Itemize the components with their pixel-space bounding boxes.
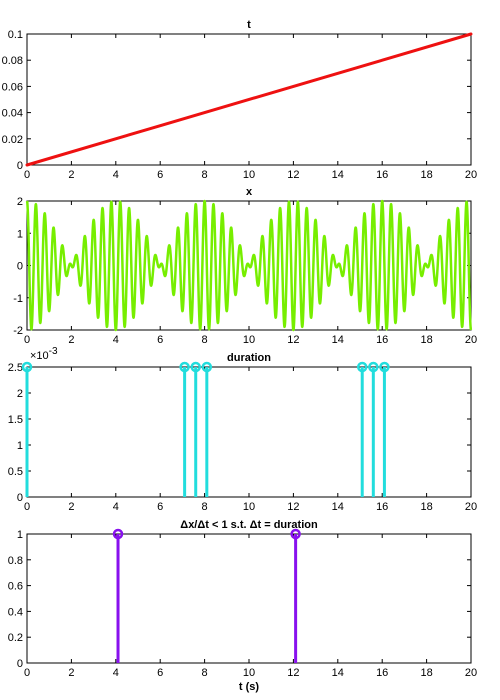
subplot-title: t <box>247 19 251 31</box>
x-tick-label: 0 <box>24 334 30 346</box>
x-tick-label: 12 <box>287 501 299 513</box>
y-tick-label: 0.8 <box>8 555 23 567</box>
x-tick-label: 4 <box>113 667 119 679</box>
x-tick-label: 16 <box>376 501 388 513</box>
y-tick-label: 0.06 <box>2 81 23 93</box>
x-tick-label: 8 <box>202 169 208 181</box>
subplot-1: 0 2 4 6 8 10 12 14 16 18 20 0 0.02 0.04 0.06 0.08 0.1 t <box>2 19 478 181</box>
x-tick-label: 0 <box>24 667 30 679</box>
x-tick-label: 18 <box>420 334 432 346</box>
y-exponent-label: ×10-3 <box>30 346 58 362</box>
y-tick-label: 1 <box>17 228 23 240</box>
y-tick-label: 0.08 <box>2 55 23 67</box>
x-tick-label: 10 <box>243 667 255 679</box>
x-tick-label: 10 <box>243 501 255 513</box>
stem-marker <box>190 361 201 373</box>
y-tick-label: 2 <box>17 196 23 208</box>
stem-marker <box>21 361 33 373</box>
x-tick-label: 4 <box>113 334 119 346</box>
y-tick-label: 0.6 <box>8 581 23 593</box>
stem-marker <box>356 361 368 373</box>
y-tick-label: 0.02 <box>2 134 23 146</box>
x-tick-label: 10 <box>243 169 255 181</box>
stem-marker <box>290 528 301 540</box>
x-tick-label: 2 <box>68 667 74 679</box>
x-tick-label: 8 <box>202 501 208 513</box>
subplot-3: 0 2 4 6 8 10 12 14 16 18 20 0 0.5 1 1.5 2 2.5 ×10-3 durati… <box>8 346 477 513</box>
y-tick-label: 0 <box>17 261 23 273</box>
x-tick-label: 20 <box>465 667 477 679</box>
x-tick-label: 16 <box>376 334 388 346</box>
x-tick-label: 2 <box>68 169 74 181</box>
x-tick-label: 18 <box>420 667 432 679</box>
axes-box <box>26 533 472 664</box>
y-tick-label: 0.1 <box>8 29 23 41</box>
y-tick-label: -2 <box>13 325 23 337</box>
y-tick-label: 2.5 <box>8 362 23 374</box>
y-tick-label: 0.2 <box>8 632 23 644</box>
subplot-title: duration <box>227 352 271 364</box>
x-tick-label: 18 <box>420 169 432 181</box>
x-tick-label: 6 <box>157 501 163 513</box>
x-tick-label: 2 <box>68 334 74 346</box>
y-tick-label: 0.04 <box>2 108 23 120</box>
stem-marker <box>379 361 390 373</box>
stem-marker <box>368 361 379 373</box>
x-tick-label: 14 <box>332 501 344 513</box>
x-tick-label: 16 <box>376 169 388 181</box>
axes-box <box>26 366 472 498</box>
x-tick-label: 14 <box>332 169 344 181</box>
x-tick-label: 8 <box>202 667 208 679</box>
x-tick-label: 0 <box>24 501 30 513</box>
y-tick-label: -1 <box>13 293 23 305</box>
x-tick-label: 14 <box>332 334 344 346</box>
x-tick-label: 14 <box>332 667 344 679</box>
x-tick-label: 18 <box>420 501 432 513</box>
y-tick-label: 0.4 <box>8 606 23 618</box>
y-tick-label: 2 <box>17 388 23 400</box>
y-exponent-value: -3 <box>49 346 58 357</box>
y-tick-label: 0 <box>17 492 23 504</box>
x-tick-label: 8 <box>202 334 208 346</box>
y-tick-label: 0.5 <box>8 466 23 478</box>
stem-marker <box>112 528 124 540</box>
x-tick-label: 6 <box>157 169 163 181</box>
x-tick-label: 20 <box>465 169 477 181</box>
x-tick-label: 20 <box>465 334 477 346</box>
x-tick-label: 20 <box>465 501 477 513</box>
y-tick-label: 0 <box>17 160 23 172</box>
x-tick-label: 12 <box>287 667 299 679</box>
x-tick-label: 10 <box>243 334 255 346</box>
y-tick-label: 1 <box>17 529 23 541</box>
stem-marker <box>201 361 213 373</box>
signal-line <box>25 199 473 332</box>
x-tick-label: 0 <box>24 169 30 181</box>
x-tick-label: 16 <box>376 667 388 679</box>
x-tick-label: 6 <box>157 334 163 346</box>
x-tick-label: 12 <box>287 334 299 346</box>
subplot-title: Δx/Δt < 1 s.t. Δt = duration <box>180 519 318 531</box>
y-tick-label: 0 <box>17 658 23 670</box>
x-axis-label: t (s) <box>239 681 260 693</box>
x-tick-label: 4 <box>113 501 119 513</box>
subplot-4: 0 2 4 6 8 10 12 14 16 18 20 0 0.2 0.4 0.6 0.8 1 Δx/Δt < 1… <box>8 519 477 693</box>
y-tick-label: 1.5 <box>8 414 23 426</box>
x-tick-label: 4 <box>113 169 119 181</box>
series-line <box>25 32 473 167</box>
y-tick-label: 1 <box>17 440 23 452</box>
x-tick-label: 6 <box>157 667 163 679</box>
stem-marker <box>179 361 190 373</box>
subplot-title: x <box>246 186 253 198</box>
x-tick-label: 2 <box>68 501 74 513</box>
x-tick-label: 12 <box>287 169 299 181</box>
